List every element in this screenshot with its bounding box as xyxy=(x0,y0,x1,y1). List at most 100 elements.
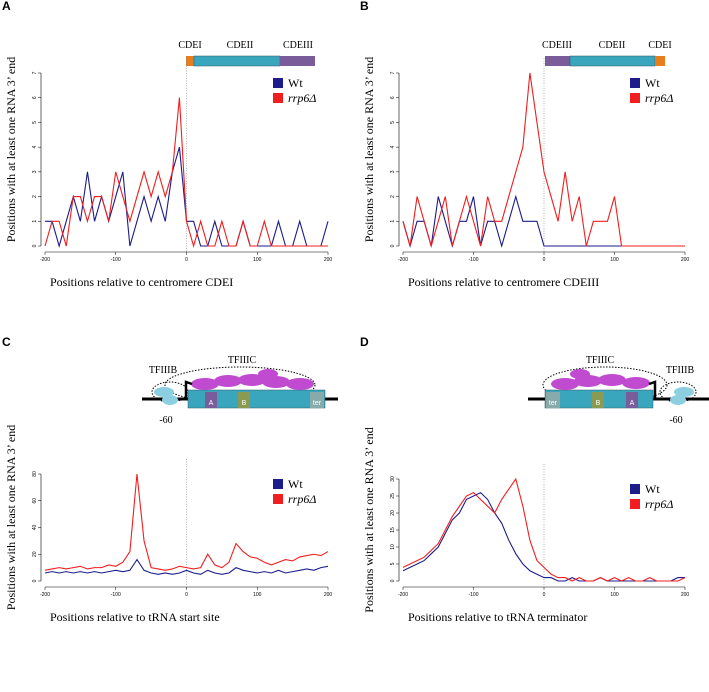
y-tick-label: 40 xyxy=(32,525,38,531)
diagram-label: A xyxy=(209,400,214,407)
diagram-label: CDEI xyxy=(178,40,201,51)
diagram-label: B xyxy=(242,400,247,407)
y-tick-label: 15 xyxy=(390,527,396,533)
x-tick-label: 100 xyxy=(610,592,619,598)
y-tick-label: 5 xyxy=(390,121,396,124)
y-tick-label: 30 xyxy=(390,476,396,482)
y-tick-label: 0 xyxy=(32,579,38,582)
data-line xyxy=(44,558,329,575)
diagram-label: ter xyxy=(313,400,322,407)
x-tick-label: -100 xyxy=(468,257,478,263)
x-tick-label: 200 xyxy=(681,257,690,263)
diagram-label: CDEII xyxy=(599,40,626,51)
legend-label: rrp6Δ xyxy=(288,492,316,506)
data-line xyxy=(402,72,685,249)
legend-swatch xyxy=(630,78,640,88)
y-axis-label: Positions with at least one RNA 3’ end xyxy=(4,57,18,242)
x-tick-label: -200 xyxy=(40,257,50,263)
y-tick-label: 2 xyxy=(32,195,38,198)
panel-label: C xyxy=(2,335,11,349)
legend-swatch xyxy=(273,494,283,504)
legend-swatch xyxy=(273,78,283,88)
x-tick-label: -100 xyxy=(111,257,121,263)
diagram-label: CDEII xyxy=(227,40,254,51)
x-tick-label: 100 xyxy=(610,257,619,263)
legend-swatch xyxy=(273,479,283,489)
diagram-label: TFIIIB xyxy=(149,365,178,376)
x-tick-label: -200 xyxy=(398,592,408,598)
y-tick-label: 7 xyxy=(390,71,396,74)
y-axis-label: Positions with at least one RNA 3’ end xyxy=(362,57,376,242)
x-tick-label: -200 xyxy=(40,592,50,598)
x-tick-label: 0 xyxy=(185,257,188,263)
panel-label: B xyxy=(360,0,369,13)
diagram-b: CDEIII CDEII CDEI xyxy=(542,40,672,67)
y-tick-label: 10 xyxy=(390,544,396,550)
y-tick-label: 20 xyxy=(32,551,38,557)
y-tick-label: 4 xyxy=(390,146,396,149)
legend-swatch xyxy=(630,484,640,494)
y-tick-label: 2 xyxy=(390,195,396,198)
diagram-label: CDEIII xyxy=(283,40,313,51)
legend-label: rrp6Δ xyxy=(645,91,673,105)
x-axis-label: Positions relative to centromere CDEI xyxy=(50,275,233,289)
y-tick-label: 80 xyxy=(32,471,38,477)
x-tick-label: 200 xyxy=(681,592,690,598)
diagram-label: TFIIIB xyxy=(666,365,695,376)
y-tick-label: 7 xyxy=(32,71,38,74)
y-tick-label: 25 xyxy=(390,493,396,499)
legend-label: rrp6Δ xyxy=(288,91,316,105)
y-tick-label: 60 xyxy=(32,498,38,504)
x-tick-label: -200 xyxy=(398,257,408,263)
x-axis-label: Positions relative to tRNA terminator xyxy=(408,610,587,624)
x-axis-label: Positions relative to tRNA start site xyxy=(50,610,220,624)
x-tick-label: 0 xyxy=(543,592,546,598)
diagram-label: -60 xyxy=(159,415,172,426)
diagram-label: B xyxy=(596,400,601,407)
legend-label: Wt xyxy=(288,477,303,491)
y-tick-label: 3 xyxy=(390,170,396,173)
y-axis-label: Positions with at least one RNA 3’ end xyxy=(362,427,376,612)
y-tick-label: 0 xyxy=(32,244,38,247)
x-tick-label: 200 xyxy=(324,257,333,263)
x-tick-label: 100 xyxy=(253,592,262,598)
x-tick-label: 100 xyxy=(253,257,262,263)
legend-swatch xyxy=(630,499,640,509)
legend-label: Wt xyxy=(288,76,303,90)
y-tick-label: 1 xyxy=(32,220,38,223)
legend-swatch xyxy=(630,93,640,103)
y-tick-label: 4 xyxy=(32,146,38,149)
panel-label: A xyxy=(2,0,11,13)
x-tick-label: 200 xyxy=(324,592,333,598)
y-tick-label: 0 xyxy=(390,579,396,582)
y-tick-label: 0 xyxy=(390,244,396,247)
diagram-label: CDEIII xyxy=(542,40,572,51)
x-tick-label: -100 xyxy=(468,592,478,598)
x-tick-label: 0 xyxy=(185,592,188,598)
data-line xyxy=(44,473,329,571)
diagram-label: A xyxy=(630,400,635,407)
y-tick-label: 6 xyxy=(390,96,396,99)
y-tick-label: 1 xyxy=(390,220,396,223)
diagram-label: -60 xyxy=(669,415,682,426)
diagram-d: TFIIIC TFIIIB -60 ter B A xyxy=(528,355,709,426)
panel-label: D xyxy=(360,335,369,349)
diagram-label: TFIIIC xyxy=(228,355,257,366)
diagram-c: TFIIIB TFIIIC -60 A B ter xyxy=(142,355,338,426)
legend-label: Wt xyxy=(645,76,660,90)
y-tick-label: 20 xyxy=(390,510,396,516)
x-tick-label: -100 xyxy=(111,592,121,598)
y-tick-label: 5 xyxy=(32,121,38,124)
legend-label: Wt xyxy=(645,482,660,496)
legend-label: rrp6Δ xyxy=(645,497,673,511)
y-axis-label: Positions with at least one RNA 3’ end xyxy=(4,425,18,610)
diagram-label: TFIIIC xyxy=(586,355,615,366)
y-tick-label: 6 xyxy=(32,96,38,99)
diagram-label: CDEI xyxy=(648,40,671,51)
data-line xyxy=(44,97,328,248)
y-tick-label: 5 xyxy=(390,562,396,565)
data-line xyxy=(402,477,686,582)
legend-swatch xyxy=(273,93,283,103)
y-tick-label: 3 xyxy=(32,170,38,173)
